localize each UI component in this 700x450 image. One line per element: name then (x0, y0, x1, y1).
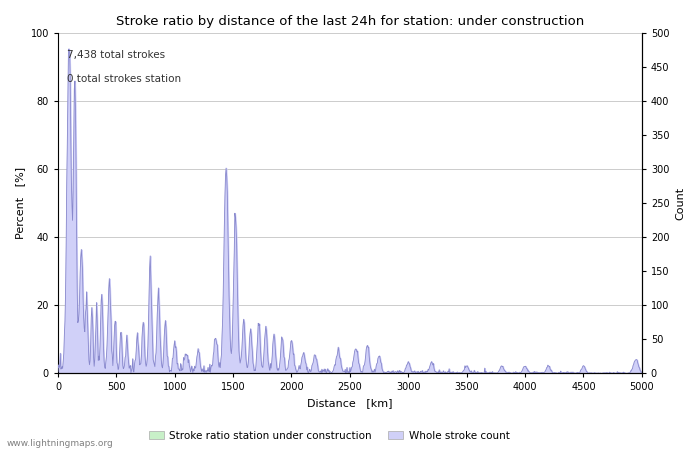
Y-axis label: Count: Count (675, 187, 685, 220)
Legend: Stroke ratio station under construction, Whole stroke count: Stroke ratio station under construction,… (144, 427, 514, 445)
Title: Stroke ratio by distance of the last 24h for station: under construction: Stroke ratio by distance of the last 24h… (116, 15, 584, 28)
Text: www.lightningmaps.org: www.lightningmaps.org (7, 439, 113, 448)
X-axis label: Distance   [km]: Distance [km] (307, 398, 393, 408)
Text: 7,438 total strokes: 7,438 total strokes (66, 50, 164, 60)
Y-axis label: Percent   [%]: Percent [%] (15, 167, 25, 239)
Text: 0 total strokes station: 0 total strokes station (66, 74, 181, 84)
